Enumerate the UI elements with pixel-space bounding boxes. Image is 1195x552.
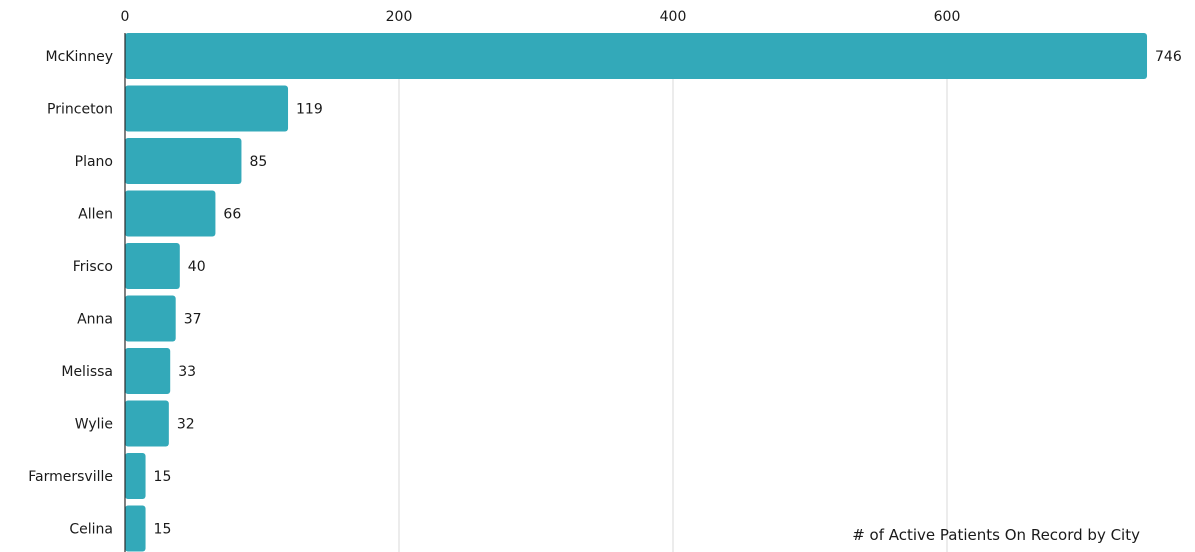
gridlines bbox=[398, 33, 948, 552]
category-labels: McKinney Princeton Plano Allen Frisco Anna Mel… bbox=[28, 49, 113, 538]
bar-frisco bbox=[125, 243, 180, 289]
chart-caption: # of Active Patients On Record by City bbox=[852, 526, 1140, 544]
x-tick-label: 0 bbox=[121, 9, 130, 25]
data-label: 85 bbox=[249, 154, 267, 170]
data-label: 119 bbox=[296, 102, 323, 118]
bar-princeton bbox=[125, 85, 289, 132]
data-label: 15 bbox=[154, 469, 172, 485]
data-label: 746 bbox=[1155, 49, 1182, 65]
x-tick-label: 400 bbox=[660, 9, 687, 25]
data-labels: 746 119 85 66 40 37 33 32 15 15 bbox=[154, 49, 1182, 538]
category-label: McKinney bbox=[46, 49, 114, 65]
category-label: Farmersville bbox=[28, 469, 113, 485]
data-label: 40 bbox=[188, 259, 206, 275]
category-label: Allen bbox=[78, 207, 113, 223]
category-label: Plano bbox=[75, 154, 113, 170]
bar-celina bbox=[125, 505, 146, 552]
category-label: Frisco bbox=[73, 259, 113, 275]
bars bbox=[125, 33, 1148, 552]
bar-farmersville bbox=[125, 453, 146, 499]
data-label: 66 bbox=[223, 207, 241, 223]
bar-allen bbox=[125, 190, 216, 237]
bar-wylie bbox=[125, 400, 169, 447]
category-label: Wylie bbox=[75, 417, 113, 433]
bar-mckinney bbox=[125, 33, 1148, 79]
category-label: Melissa bbox=[61, 364, 113, 380]
data-label: 32 bbox=[177, 417, 195, 433]
bar-anna bbox=[125, 295, 176, 342]
x-axis-ticks: 0 200 400 600 bbox=[121, 9, 961, 25]
x-tick-label: 600 bbox=[934, 9, 961, 25]
bar-melissa bbox=[125, 348, 171, 394]
bar-plano bbox=[125, 138, 242, 184]
data-label: 37 bbox=[184, 312, 202, 328]
category-label: Celina bbox=[69, 522, 113, 538]
category-label: Princeton bbox=[47, 102, 113, 118]
x-tick-label: 200 bbox=[386, 9, 413, 25]
category-label: Anna bbox=[77, 312, 113, 328]
data-label: 33 bbox=[178, 364, 196, 380]
data-label: 15 bbox=[154, 522, 172, 538]
